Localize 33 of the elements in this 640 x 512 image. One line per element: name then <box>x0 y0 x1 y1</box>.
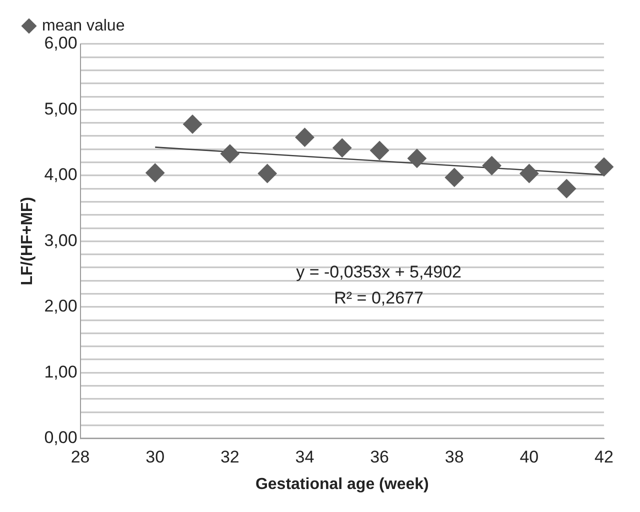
x-tick-label: 34 <box>295 447 314 466</box>
x-tick-label: 42 <box>594 447 614 466</box>
point <box>557 179 576 198</box>
point <box>444 168 464 187</box>
x-axis-title: Gestational age (week) <box>255 476 429 493</box>
y-tick-label: 0,00 <box>44 428 78 448</box>
y-tick-label: 4,00 <box>44 165 78 184</box>
point <box>520 164 539 183</box>
y-tick-label: 1,00 <box>44 362 78 382</box>
y-tick-label: 2,00 <box>44 296 78 316</box>
point <box>146 163 165 182</box>
annotation: R² = 0,2677 <box>334 288 424 308</box>
x-tick-label: 30 <box>146 447 165 466</box>
x-tick-label: 38 <box>444 447 464 466</box>
x-tick-label: 40 <box>520 447 539 466</box>
y-tick-label: 5,00 <box>44 99 78 118</box>
point <box>370 140 390 160</box>
annotation: y = -0,0353x + 5,4902 <box>296 262 462 282</box>
point <box>295 128 314 147</box>
x-tick-label: 28 <box>70 447 90 466</box>
point <box>482 156 502 176</box>
y-axis-title: LF/(HF+MF) <box>19 196 36 286</box>
legend-label: mean value <box>42 17 125 34</box>
point <box>220 144 240 164</box>
point <box>183 114 202 134</box>
point <box>258 164 277 183</box>
x-tick-label: 32 <box>220 447 240 466</box>
point <box>332 138 352 158</box>
point <box>594 157 614 176</box>
y-tick-label: 6,00 <box>44 34 78 53</box>
y-tick-label: 3,00 <box>44 230 78 250</box>
point <box>407 148 426 168</box>
x-tick-label: 36 <box>370 447 390 466</box>
